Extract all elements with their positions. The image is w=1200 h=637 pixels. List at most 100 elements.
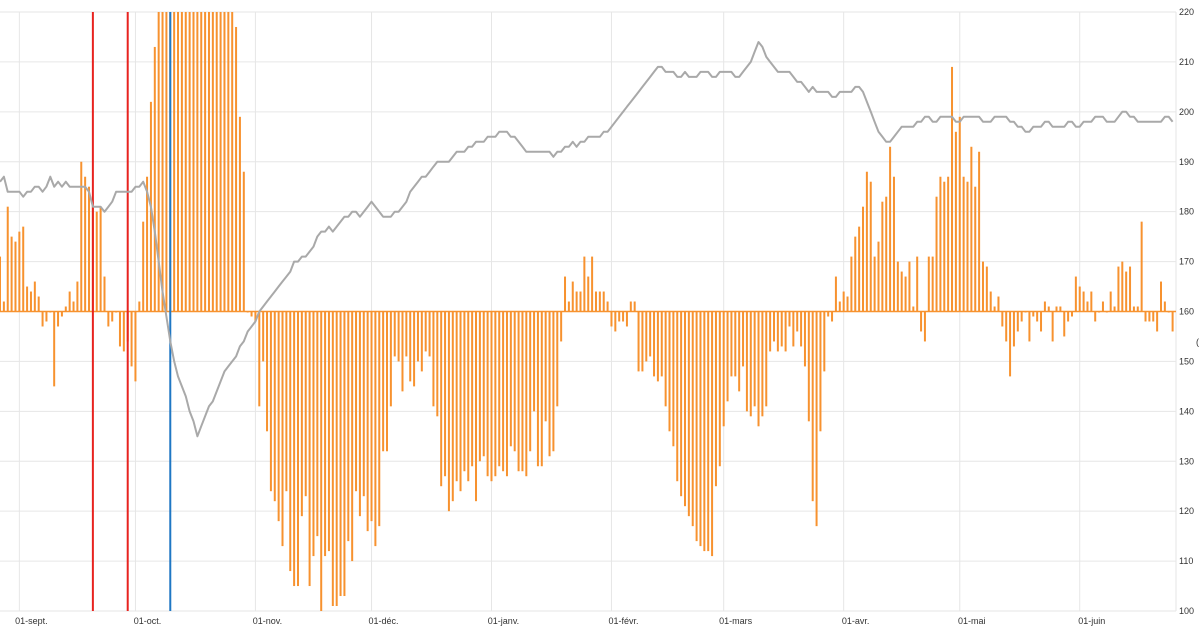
bar [382, 311, 385, 452]
bar [1051, 311, 1054, 342]
bar [943, 181, 946, 312]
bar [1152, 311, 1155, 322]
bar [103, 276, 106, 312]
bar [1163, 301, 1166, 312]
bar [1125, 271, 1128, 312]
bar [343, 311, 346, 597]
bar [324, 311, 327, 557]
bar [1121, 261, 1124, 312]
bar [1070, 311, 1073, 317]
bar [904, 276, 907, 312]
bar [53, 311, 56, 387]
bar [757, 311, 760, 427]
bar [1001, 311, 1004, 327]
bar [451, 311, 454, 502]
bar [238, 116, 241, 312]
bar [881, 201, 884, 312]
bar [885, 196, 888, 312]
bar [877, 241, 880, 312]
bar [889, 146, 892, 312]
bar [420, 311, 423, 372]
bar [242, 171, 245, 312]
bar [784, 311, 787, 352]
bar [579, 291, 582, 312]
x-axis-tick-labels: 01-sept. 01-oct. 01-nov. 01-déc. 01-janv. 01-… [15, 616, 1105, 626]
bar [10, 236, 13, 312]
bar [184, 12, 187, 312]
bar [978, 151, 981, 312]
bar [1063, 311, 1066, 337]
bar [854, 236, 857, 312]
bar [188, 12, 191, 312]
bar [1047, 306, 1050, 312]
bar [625, 311, 628, 327]
bar [296, 311, 299, 587]
bar [931, 256, 934, 312]
y-tick-label: 130 [1179, 456, 1194, 466]
right-edge-mark: ( [1196, 337, 1199, 347]
bar [358, 311, 361, 517]
x-tick-label: 01-févr. [608, 616, 638, 626]
bar [858, 226, 861, 312]
bar [656, 311, 659, 382]
bar [285, 311, 288, 492]
bar [211, 12, 214, 312]
bar [981, 261, 984, 312]
bar [958, 116, 961, 312]
x-tick-label: 01-nov. [253, 616, 282, 626]
bar [1036, 311, 1039, 322]
bar [564, 276, 567, 312]
y-tick-label: 220 [1179, 7, 1194, 17]
bar [591, 256, 594, 312]
bar [714, 311, 717, 487]
bar [393, 311, 396, 357]
bar [467, 311, 470, 482]
bar [614, 311, 617, 332]
bar [966, 181, 969, 312]
bar [865, 171, 868, 312]
bar [370, 311, 373, 522]
bar [633, 301, 636, 312]
y-axis-tick-labels: 100 110 120 130 140 150 160 170 180 190 200 210 220 [1179, 7, 1194, 616]
bar [300, 311, 303, 517]
bar [521, 311, 524, 472]
bar [111, 311, 114, 322]
y-tick-label: 150 [1179, 356, 1194, 366]
bar [641, 311, 644, 372]
bar [289, 311, 292, 572]
bar [850, 256, 853, 312]
bar [1012, 311, 1015, 347]
bar [645, 311, 648, 362]
bar [72, 301, 75, 312]
bar [1109, 291, 1112, 312]
bar [447, 311, 450, 512]
bar [95, 211, 98, 312]
bar [60, 311, 63, 317]
bar [80, 161, 83, 312]
vertical-markers [91, 12, 172, 611]
bar [118, 311, 121, 347]
bar [41, 311, 44, 327]
bar [1055, 306, 1058, 312]
bar [923, 311, 926, 342]
bar [266, 311, 269, 432]
bar [1117, 266, 1120, 312]
bar [1171, 311, 1174, 332]
bar [146, 176, 149, 312]
x-tick-label: 01-janv. [488, 616, 519, 626]
bar [1040, 311, 1043, 332]
bar [618, 311, 621, 322]
bar [362, 311, 365, 497]
bar [327, 311, 330, 552]
bar [912, 306, 915, 312]
bar [831, 311, 834, 322]
bar [838, 301, 841, 312]
bar [366, 311, 369, 532]
bar [165, 12, 168, 312]
bar [1078, 286, 1081, 312]
bar [1094, 311, 1097, 322]
bar [227, 12, 230, 312]
bar [293, 311, 296, 587]
bar [22, 226, 25, 312]
